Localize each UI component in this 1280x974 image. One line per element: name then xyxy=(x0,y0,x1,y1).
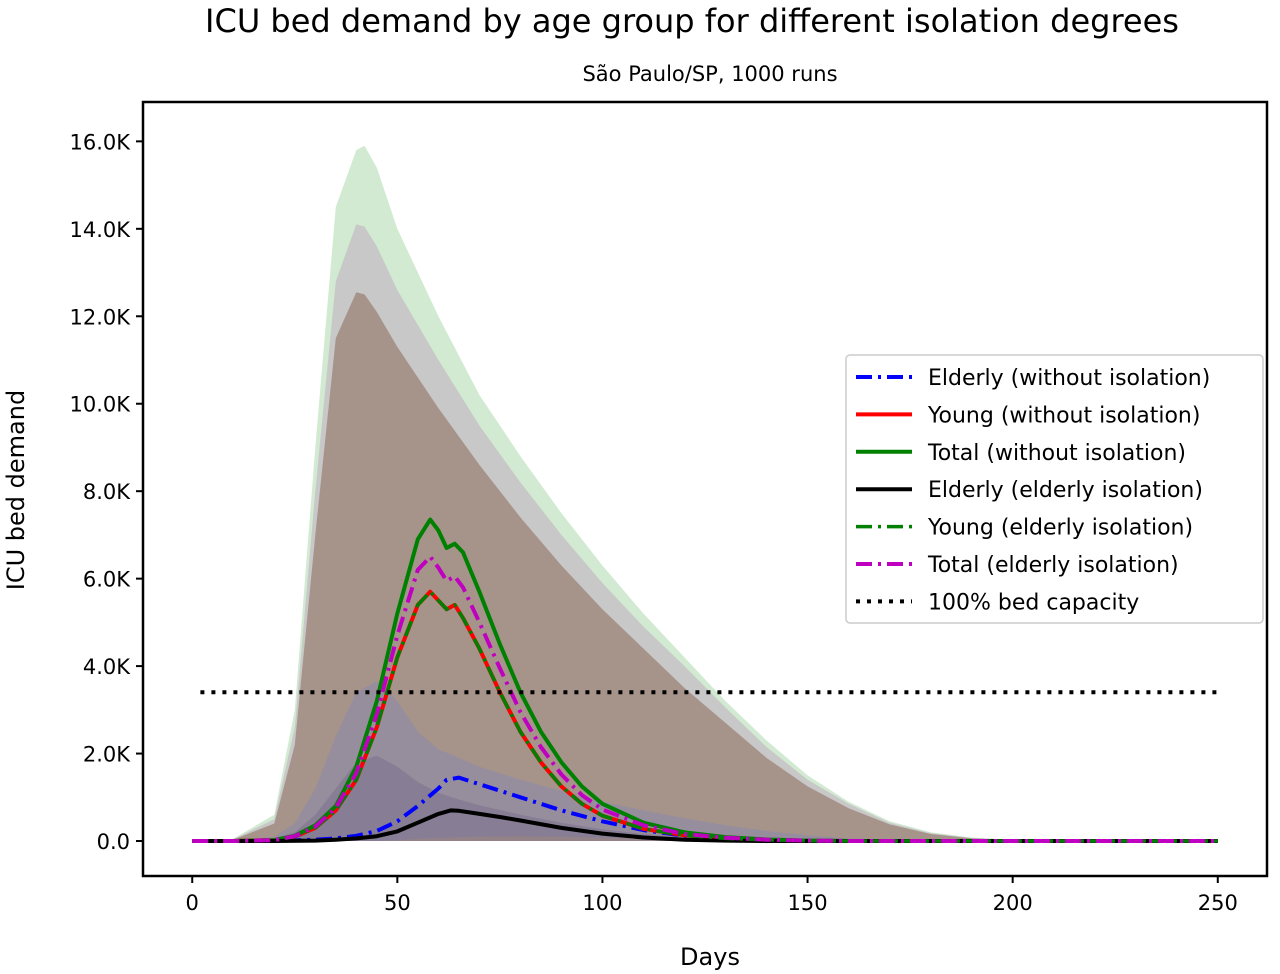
series-lines xyxy=(192,517,1218,843)
y-tick-label: 16.0K xyxy=(69,130,131,154)
legend-box xyxy=(845,354,1264,624)
y-axis-label: ICU bed demand xyxy=(2,390,30,590)
legend-label-5: Total (elderly isolation) xyxy=(927,553,1179,578)
y-tick-label: 6.0K xyxy=(83,568,131,592)
x-tick-label: 0 xyxy=(186,891,199,915)
x-axis-ticks: 0 50 100 150 200 250 xyxy=(186,876,1238,915)
legend-label-0: Elderly (without isolation) xyxy=(928,366,1210,391)
y-tick-label: 14.0K xyxy=(69,218,131,242)
band-3 xyxy=(192,681,1218,841)
x-tick-label: 250 xyxy=(1198,891,1238,915)
series-line-3 xyxy=(192,808,1218,843)
y-tick-label: 4.0K xyxy=(83,655,131,679)
y-tick-label: 10.0K xyxy=(69,393,131,417)
x-tick-label: 100 xyxy=(582,891,622,915)
legend-label-3: Elderly (elderly isolation) xyxy=(928,478,1203,503)
legend-label-4: Young (elderly isolation) xyxy=(927,516,1193,541)
y-axis-ticks: 0.0 2.0K 4.0K 6.0K 8.0K 10.0K 12.0K 14.0K 16.0K xyxy=(69,130,143,854)
legend: Elderly (without isolation) Young (withou… xyxy=(845,354,1264,624)
confidence-bands xyxy=(192,145,1218,841)
y-tick-label: 8.0K xyxy=(83,480,131,504)
y-tick-label: 0.0 xyxy=(97,830,130,854)
plot-frame xyxy=(141,100,1269,878)
band-4 xyxy=(192,755,1218,841)
legend-label-6: 100% bed capacity xyxy=(928,590,1139,615)
series-line-5 xyxy=(192,554,1218,843)
x-axis-label: Days xyxy=(680,943,740,971)
legend-label-1: Young (without isolation) xyxy=(927,403,1200,428)
y-tick-label: 2.0K xyxy=(83,743,131,767)
chart-title: ICU bed demand by age group for differen… xyxy=(205,2,1179,40)
chart-subtitle: São Paulo/SP, 1000 runs xyxy=(582,62,837,86)
x-tick-label: 50 xyxy=(384,891,411,915)
x-tick-label: 150 xyxy=(788,891,828,915)
band-2 xyxy=(192,292,1218,841)
y-tick-label: 12.0K xyxy=(69,305,131,329)
legend-label-2: Total (without isolation) xyxy=(927,441,1186,466)
x-tick-label: 200 xyxy=(993,891,1033,915)
